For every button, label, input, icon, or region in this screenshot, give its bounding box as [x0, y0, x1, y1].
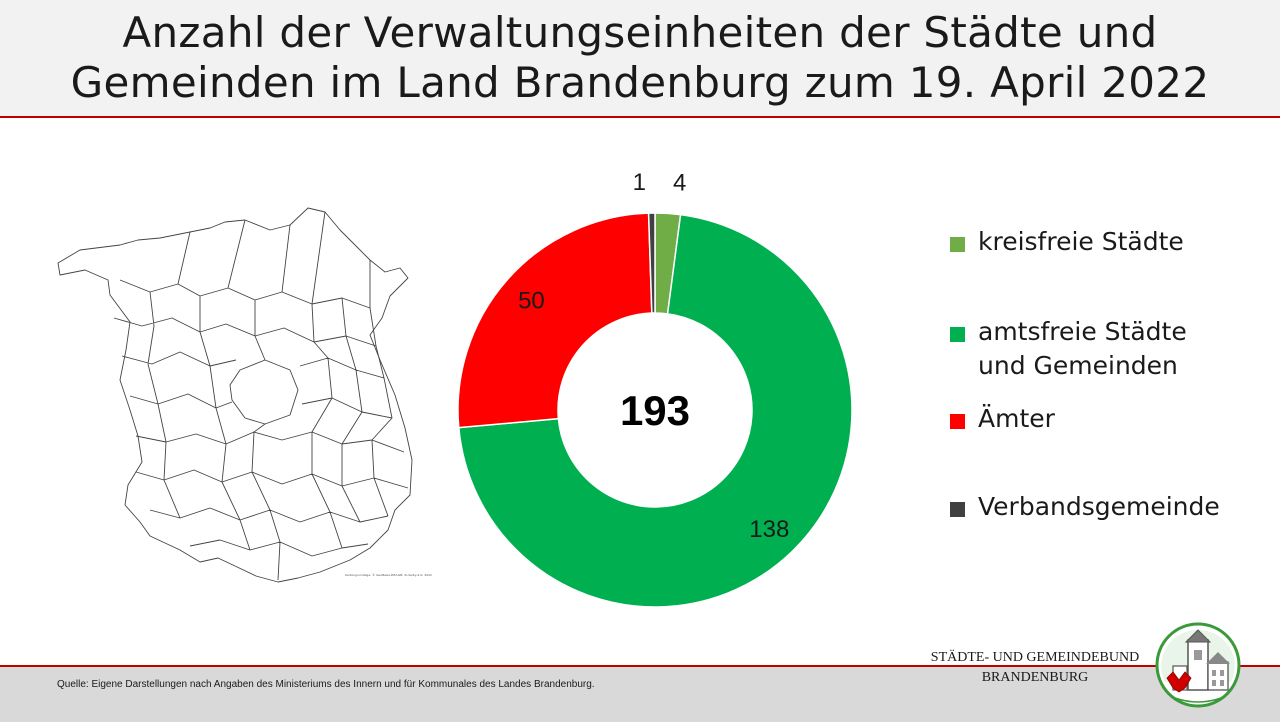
data-label-aemter: 50: [518, 288, 545, 315]
donut-data-labels: 4 138 50 1: [518, 169, 789, 543]
legend-swatch-amtsfreie-staedte: [950, 327, 965, 342]
donut-slice-aemter: [457, 212, 653, 429]
brandenburg-map: [57, 207, 413, 583]
map-district-lines: [113, 211, 409, 581]
organization-name-line-2: BRANDENBURG: [981, 670, 1089, 685]
legend-label-kreisfreie-staedte: kreisfreie Städte: [978, 227, 1184, 256]
legend-item-verbandsgemeinde: Verbandsgemeinde: [950, 490, 1220, 524]
title-line-2: Gemeinden im Land Brandenburg zum 19. Ap…: [70, 58, 1210, 107]
legend-label-aemter: Ämter: [978, 404, 1055, 433]
title-line-1: Anzahl der Verwaltungseinheiten der Städ…: [122, 8, 1158, 57]
organization-logo-icon: [1155, 622, 1241, 708]
map-caption: Kartengrundlage: © GeoBasis-DE/LGB, dl-d…: [345, 573, 432, 577]
map-berlin-hole: [229, 359, 299, 425]
source-note: Quelle: Eigene Darstellungen nach Angabe…: [57, 679, 595, 690]
center-total-label: 193: [620, 387, 690, 434]
legend-swatch-verbandsgemeinde: [950, 502, 965, 517]
data-label-kreisfreie-staedte: 4: [673, 169, 686, 196]
legend-label-amtsfreie-staedte: amtsfreie Städte und Gemeinden: [978, 317, 1187, 380]
legend-swatch-aemter: [950, 414, 965, 429]
donut-segments: [457, 212, 853, 608]
legend-item-aemter: Ämter: [950, 402, 1055, 436]
organization-name: STÄDTE- UND GEMEINDEBUND BRANDENBURG: [912, 648, 1158, 688]
legend-item-kreisfreie-staedte: kreisfreie Städte: [950, 225, 1184, 259]
slide-header: Anzahl der Verwaltungseinheiten der Städ…: [0, 0, 1280, 118]
organization-name-line-1: STÄDTE- UND GEMEINDEBUND: [930, 650, 1140, 665]
map-outline: [57, 207, 413, 583]
data-label-verbandsgemeinde: 1: [633, 169, 646, 196]
donut-center: [558, 313, 752, 507]
legend-swatch-kreisfreie-staedte: [950, 237, 965, 252]
data-label-amtsfreie-staedte: 138: [749, 516, 789, 543]
donut-chart: 193 4 138 50 1: [457, 169, 853, 608]
legend-label-verbandsgemeinde: Verbandsgemeinde: [978, 492, 1220, 521]
slide-footer: Quelle: Eigene Darstellungen nach Angabe…: [0, 665, 1280, 722]
legend-item-amtsfreie-staedte: amtsfreie Städte und Gemeinden: [950, 315, 1187, 383]
